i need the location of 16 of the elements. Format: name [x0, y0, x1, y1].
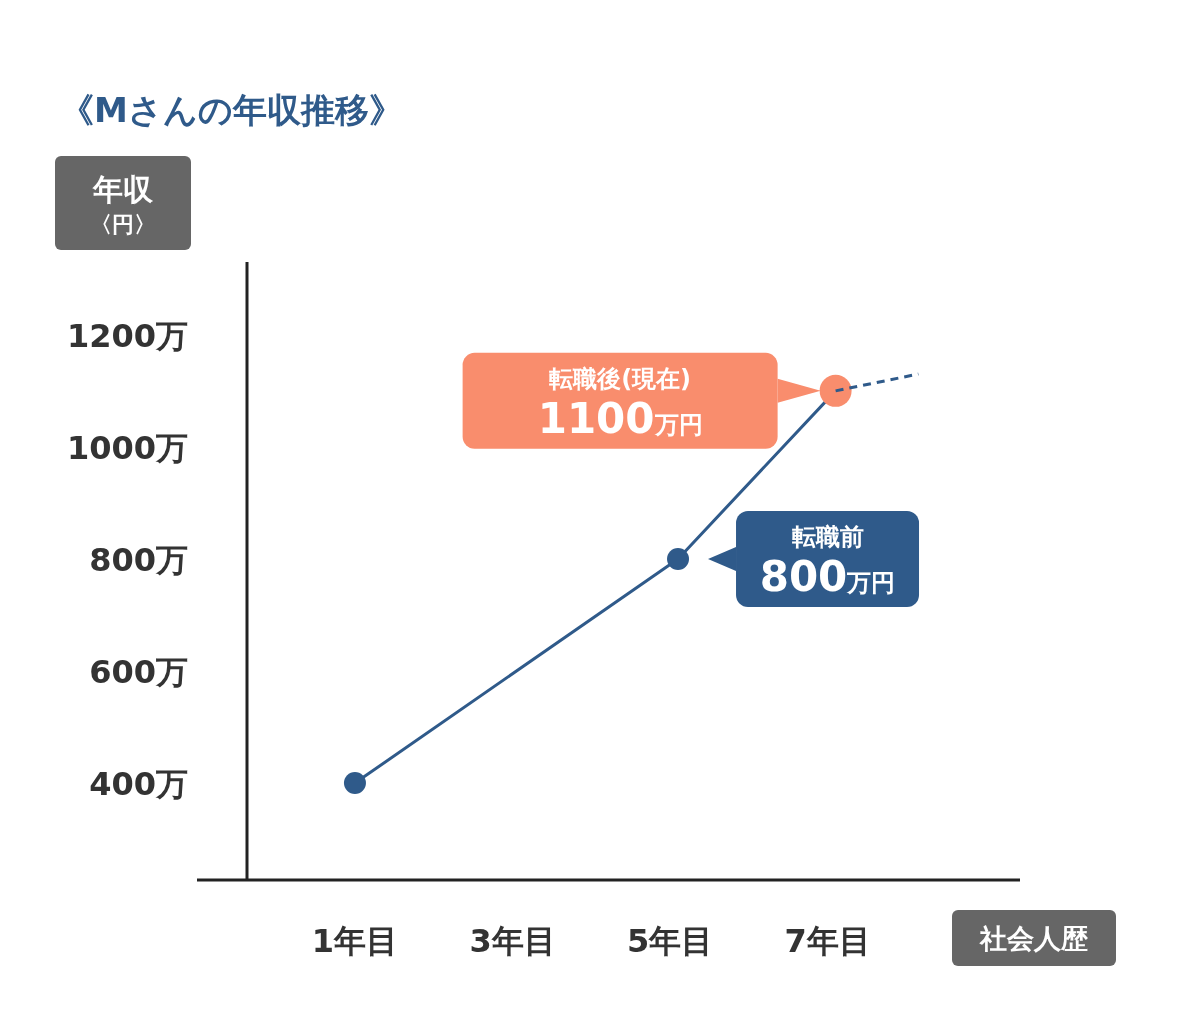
x-tick-label: 1年目 — [311, 922, 399, 960]
y-tick-label: 1200万 — [66, 316, 188, 355]
y-tick-label: 400万 — [89, 765, 188, 804]
x-tick-label: 7年目 — [784, 922, 871, 960]
point — [667, 547, 690, 570]
x-tick-label: 3年目 — [469, 922, 556, 960]
y-tick-label: 1000万 — [66, 428, 188, 467]
y-tick-label: 800万 — [89, 540, 188, 579]
chart-title: 《Mさんの年収推移》 — [60, 90, 403, 130]
annotation: 転職前 800万円 — [759, 522, 896, 601]
x-tick-label: 5年目 — [627, 922, 714, 960]
x-axis-title: 社会人歴 — [979, 923, 1088, 954]
y-tick-label: 600万 — [89, 653, 188, 692]
y-axis-title: 年収〈円〉 — [90, 172, 156, 237]
annotation: 転職後(現在) 1100万円 — [537, 364, 703, 443]
point — [343, 772, 366, 795]
